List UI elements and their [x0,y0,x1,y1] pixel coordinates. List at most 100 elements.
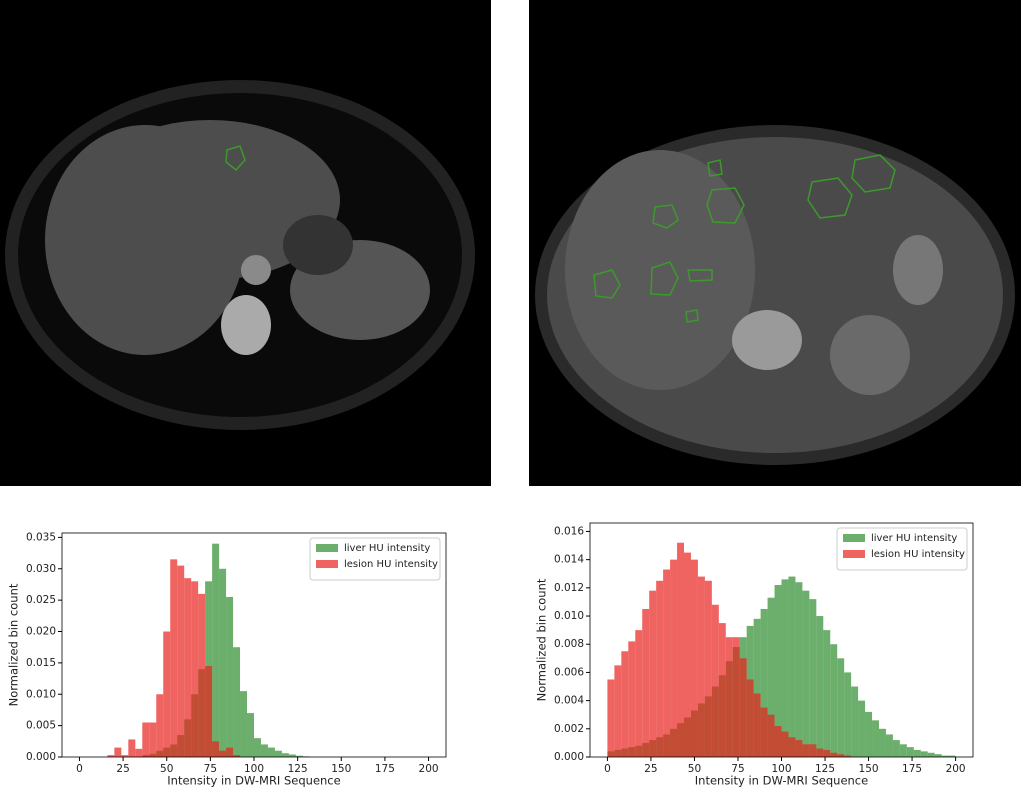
bar [732,637,740,757]
x-tick-label: 125 [815,763,835,775]
y-tick-label: 0.006 [554,666,584,678]
bar [163,631,171,757]
bar [697,576,705,757]
bar [142,722,150,757]
x-tick-label: 0 [604,763,611,775]
bar [795,740,803,757]
y-tick-label: 0.000 [26,751,56,763]
bar [872,720,879,757]
bar [677,542,685,757]
bar [226,597,234,757]
bar [156,694,164,757]
bar [837,754,845,757]
bar [254,738,261,757]
y-tick-label: 0.012 [554,582,584,594]
bar [288,754,296,757]
y-axis-label: Normalized bin count [535,578,549,701]
bar [774,725,782,757]
x-tick-label: 25 [116,763,129,775]
y-tick-label: 0.035 [26,531,56,543]
bar [184,578,192,757]
bar [260,744,268,757]
y-tick-label: 0.010 [554,610,584,622]
bar [899,744,907,757]
bar [704,580,712,757]
legend-label: lesion HU intensity [344,559,438,570]
bar [725,637,733,757]
bar [830,644,838,757]
y-tick-label: 0.025 [26,594,56,606]
bar [247,713,254,757]
bar [205,666,213,757]
legend-label: liver HU intensity [344,543,430,554]
bar [753,618,761,757]
bar [135,748,143,757]
bar [788,576,796,757]
legend-box [309,537,441,581]
bar [760,707,768,757]
bar [718,623,726,757]
bar [802,590,810,757]
bar [941,755,949,757]
bar [837,658,845,757]
bar [690,559,698,757]
y-tick-label: 0.014 [554,554,584,566]
bar [851,686,859,757]
bar [746,679,754,757]
x-tick-label: 50 [160,763,173,775]
bar [844,672,852,757]
bar [281,753,289,757]
bar [788,737,796,757]
ct-image-right [529,0,1021,486]
ct-image-left [0,0,491,486]
bar [767,714,775,757]
bar [621,651,629,757]
bar [739,658,747,757]
y-tick-label: 0.005 [26,720,56,732]
legend-swatch [316,560,338,568]
bar [649,590,657,757]
bar [233,647,241,757]
x-tick-label: 100 [244,763,264,775]
y-axis-label: Normalized bin count [7,583,21,706]
bar [121,755,129,757]
bar [114,747,122,757]
bar [809,599,817,757]
bar [274,750,282,757]
x-tick-label: 200 [419,763,439,775]
bar [656,580,664,757]
legend-swatch [843,534,865,542]
bar [892,740,900,757]
bar [684,552,691,757]
x-tick-label: 75 [731,763,744,775]
bar [267,747,275,757]
bar [212,741,220,757]
bar [240,691,248,757]
bar [858,700,866,757]
bar [642,608,650,757]
bar [149,722,157,757]
y-tick-label: 0.016 [554,525,584,537]
x-tick-label: 150 [859,763,879,775]
histogram-chart: 0 25 50 75 100 125 150 175 200 0.000 0.005 0.010 0.0… [7,531,447,788]
bar [934,754,942,757]
y-tick-label: 0.010 [26,688,56,700]
bar [920,751,928,757]
bar [927,752,935,757]
bar [948,755,956,757]
bar [809,744,817,757]
x-tick-label: 50 [688,763,701,775]
y-tick-label: 0.030 [26,563,56,575]
bar [212,543,220,757]
y-tick-label: 0.002 [554,723,584,735]
x-tick-label: 200 [946,763,966,775]
bar [802,744,810,757]
bar [878,728,886,757]
x-tick-label: 100 [771,763,791,775]
bar [614,665,622,757]
legend-swatch [316,544,338,552]
bar [628,641,636,757]
bar [219,750,227,757]
bar [913,749,921,757]
y-tick-label: 0.004 [554,695,584,707]
